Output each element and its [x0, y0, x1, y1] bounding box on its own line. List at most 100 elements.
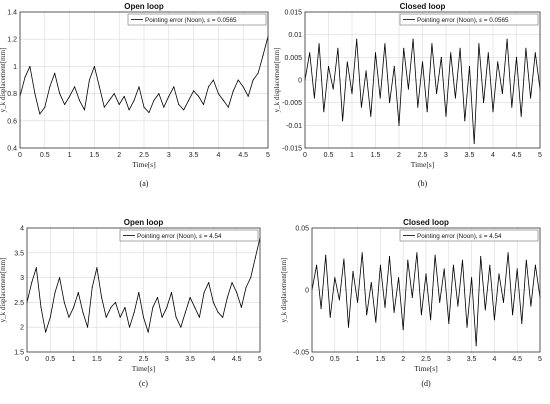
legend-box — [119, 229, 259, 242]
data-point — [96, 267, 98, 269]
data-point — [189, 296, 191, 298]
x-tick-label: 2.5 — [421, 356, 431, 363]
data-point — [129, 326, 131, 328]
data-point — [375, 321, 377, 323]
data-point — [245, 287, 247, 289]
data-point — [119, 316, 121, 318]
data-point — [143, 316, 144, 318]
data-point — [492, 111, 494, 113]
data-point — [507, 252, 509, 254]
data-point — [168, 95, 170, 97]
data-point — [77, 291, 79, 293]
data-point — [68, 316, 70, 318]
data-point — [237, 79, 239, 81]
data-point — [217, 93, 219, 95]
data-point — [320, 308, 322, 310]
x-tick-label: 2 — [117, 152, 121, 159]
data-point — [471, 277, 473, 279]
data-point — [123, 95, 125, 97]
data-point — [461, 259, 463, 261]
y-tick-label: 4 — [20, 226, 24, 233]
data-point — [24, 76, 26, 78]
data-point — [484, 309, 486, 311]
y-tick-label: -0.005 — [282, 100, 302, 107]
data-point — [31, 282, 33, 284]
y-tick-label: 0 — [305, 288, 309, 295]
x-tick-label: 4 — [492, 356, 496, 363]
y-tick-label: 0.01 — [288, 32, 302, 39]
data-point — [469, 65, 470, 67]
x-tick-label: 1 — [350, 152, 354, 159]
data-point — [54, 291, 56, 293]
y-tick-label: 1 — [13, 64, 17, 71]
data-point — [361, 252, 363, 254]
data-point — [370, 115, 372, 117]
data-point — [175, 316, 177, 318]
x-tick-label: 3.5 — [467, 356, 477, 363]
data-point — [207, 86, 209, 88]
data-point — [212, 79, 214, 81]
y-tick-label: 0 — [298, 78, 302, 85]
data-point — [254, 257, 256, 259]
x-tick-label: 4.5 — [238, 152, 248, 159]
data-point — [247, 95, 249, 97]
data-point — [379, 264, 381, 266]
y-axis-label: y_k displacement[mm] — [0, 258, 7, 323]
data-point — [128, 109, 130, 111]
data-point — [436, 93, 438, 95]
data-point — [124, 306, 126, 308]
data-point — [98, 86, 100, 88]
data-point — [407, 88, 409, 90]
data-point — [370, 282, 372, 284]
x-tick-label: 3.5 — [465, 152, 475, 159]
data-point — [138, 291, 140, 293]
data-point — [473, 142, 475, 144]
data-point — [184, 311, 186, 313]
data-point — [59, 93, 61, 95]
data-point — [352, 270, 354, 272]
data-point — [323, 111, 325, 113]
data-point — [402, 329, 404, 331]
chart-title: Open loop — [124, 218, 164, 227]
data-point — [393, 311, 395, 313]
legend-box — [399, 229, 539, 242]
data-point — [313, 97, 315, 99]
data-point — [430, 319, 432, 321]
data-point — [464, 120, 466, 122]
data-point — [475, 345, 477, 347]
x-tick-label: 4.5 — [512, 152, 522, 159]
x-tick-label: 3.5 — [189, 152, 199, 159]
data-point — [389, 256, 391, 258]
data-point — [44, 106, 46, 108]
data-point — [148, 112, 150, 114]
y-tick-label: 0.05 — [295, 226, 309, 233]
x-tick-label: 3.5 — [185, 356, 195, 363]
data-point — [534, 264, 536, 266]
data-point — [222, 316, 224, 318]
data-point — [113, 93, 115, 95]
data-point — [166, 306, 168, 308]
x-tick-label: 3 — [167, 152, 171, 159]
data-point — [434, 254, 436, 256]
x-tick-label: 0.5 — [40, 152, 50, 159]
data-point — [158, 93, 160, 95]
panel-caption: (d) — [421, 379, 431, 388]
data-point — [133, 311, 135, 313]
data-point — [212, 301, 214, 303]
data-point — [457, 305, 459, 307]
axes-box — [311, 227, 541, 353]
data-point — [450, 52, 452, 54]
data-point — [454, 97, 456, 99]
data-point — [193, 90, 195, 92]
data-point — [203, 291, 205, 293]
x-tick-label: 0.5 — [45, 356, 55, 363]
x-tick-label: 0 — [303, 152, 307, 159]
x-tick-label: 1.5 — [371, 152, 381, 159]
data-point — [420, 314, 422, 316]
x-axis-label: Time[s] — [132, 160, 155, 169]
data-point — [530, 305, 532, 307]
data-point — [118, 103, 120, 105]
x-tick-label: 4 — [491, 152, 495, 159]
x-tick-label: 0 — [310, 356, 314, 363]
x-tick-label: 2.5 — [139, 356, 149, 363]
